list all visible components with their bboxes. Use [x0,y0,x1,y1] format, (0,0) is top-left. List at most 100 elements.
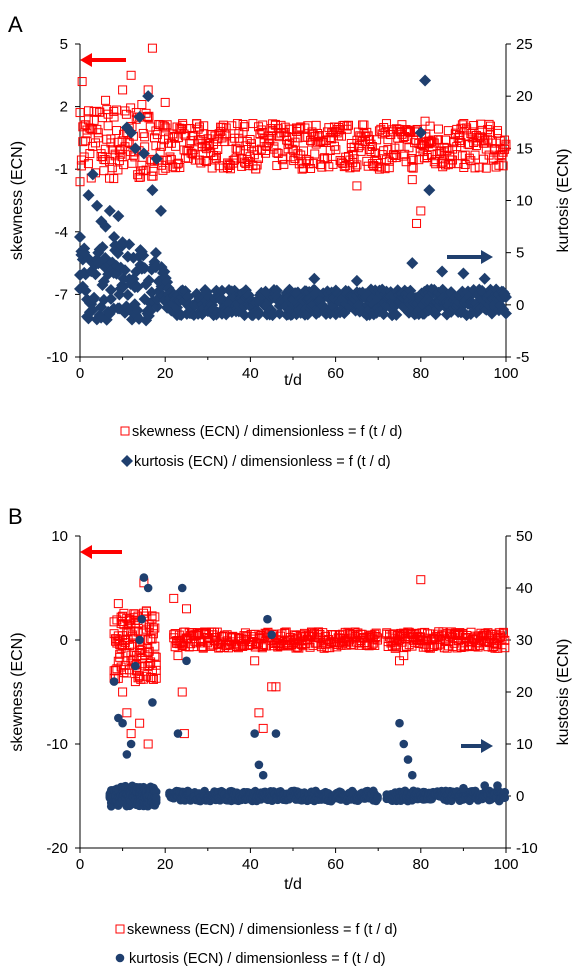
legend-swatch-kurtosis [121,455,133,467]
skewness-point [141,606,151,616]
skewness-point [123,137,133,147]
kurtosis-point [436,265,449,278]
skewness-point [89,115,99,125]
y-tick-label-left: 0 [60,632,68,649]
x-tick-label: 60 [327,856,344,873]
kurtosis-point [414,126,427,139]
skewness-point [135,172,145,182]
skewness-point [126,729,136,739]
kurtosis-point [250,729,259,738]
kurtosis-point [150,152,163,165]
skewness-point [158,165,168,175]
kurtosis-point [263,614,272,624]
skewness-point [203,140,213,150]
kurtosis-point [125,126,138,139]
skewness-point [182,604,191,614]
y-tick-label-right: 15 [516,140,533,157]
skewness-point [76,161,86,171]
kurtosis-point [112,210,125,223]
skewness-point [362,127,372,137]
skewness-point [453,133,463,143]
skewness-point [433,124,443,134]
kurtosis-series [105,573,510,811]
x-tick-label: 80 [412,365,429,382]
skewness-point [120,426,130,436]
skewness-point [77,77,87,87]
skewness-point [424,137,434,147]
kurtosis-point [499,307,512,320]
kurtosis-point [266,308,279,321]
skewness-point [119,608,129,618]
y-tick-label-right: 20 [516,88,533,105]
skewness-point [140,132,150,142]
kurtosis-point [104,292,117,305]
skewness-point [407,162,417,172]
x-tick-label: 0 [76,365,84,382]
skewness-point [150,651,160,661]
skewness-point [227,121,237,131]
kurtosis-point [423,184,436,197]
skewness-point [359,120,369,130]
skewness-point [148,166,158,176]
skewness-point [484,119,494,129]
skewness-point [141,165,151,175]
skewness-point [169,593,179,603]
kurtosis-point [399,739,409,749]
skewness-point [254,708,264,718]
kurtosis-point [133,111,146,124]
legend-label-kurtosis: kurtosis (ECN) / dimensionless = f (t / … [134,454,391,470]
kurtosis-point [145,286,158,299]
skewness-point [109,106,119,116]
kurtosis-point [500,793,510,803]
y-tick-label-right: 30 [516,632,533,649]
skewness-point [344,120,354,130]
skewness-point [290,630,300,640]
y-tick-label-right: -10 [516,840,538,857]
skewness-point [127,639,137,649]
skewness-point [501,139,511,149]
kurtosis-point [395,718,404,728]
skewness-point [386,130,396,140]
kurtosis-point [419,74,432,87]
skewness-point [150,623,160,633]
skewness-point [193,124,203,134]
x-tick-label: 0 [76,856,84,873]
y-tick-label-left: -4 [55,224,68,241]
skewness-point [351,162,361,172]
kurtosis-point [88,291,101,304]
skewness-point [122,668,132,678]
kurtosis-point [108,231,121,244]
y-tick-label-left: 2 [60,99,68,116]
skewness-point [172,159,182,169]
skewness-series [109,575,510,749]
skewness-point [497,634,507,644]
skewness-point [238,641,248,651]
skewness-point [493,126,503,136]
x-axis-title: t/d [284,372,302,389]
kurtosis-point [480,781,490,790]
kurtosis-point [258,770,268,780]
y-tick-label-right: 5 [516,245,524,262]
kurtosis-point [82,189,95,202]
skewness-point [279,159,289,169]
y-tick-label-left: 10 [51,528,68,545]
skewness-point [345,163,355,173]
skewness-point [152,130,162,140]
y-axis-title-right: kustosis (ECN) [555,639,572,746]
skewness-point [138,128,148,138]
skewness-point [93,128,103,138]
kurtosis-point [135,635,144,645]
skewness-point [115,649,125,659]
skewness-point [113,165,123,175]
skewness-point [147,666,157,676]
skewness-point [464,153,474,163]
kurtosis-point [457,267,470,280]
x-tick-label: 80 [412,856,429,873]
skewness-point [143,739,153,749]
skewness-point [481,163,491,173]
skewness-point [329,141,339,151]
skewness-point [200,156,210,166]
legend: skewness (ECN) / dimensionless = f (t / … [115,922,397,967]
kurtosis-point [104,284,117,297]
skewness-point [373,633,383,643]
